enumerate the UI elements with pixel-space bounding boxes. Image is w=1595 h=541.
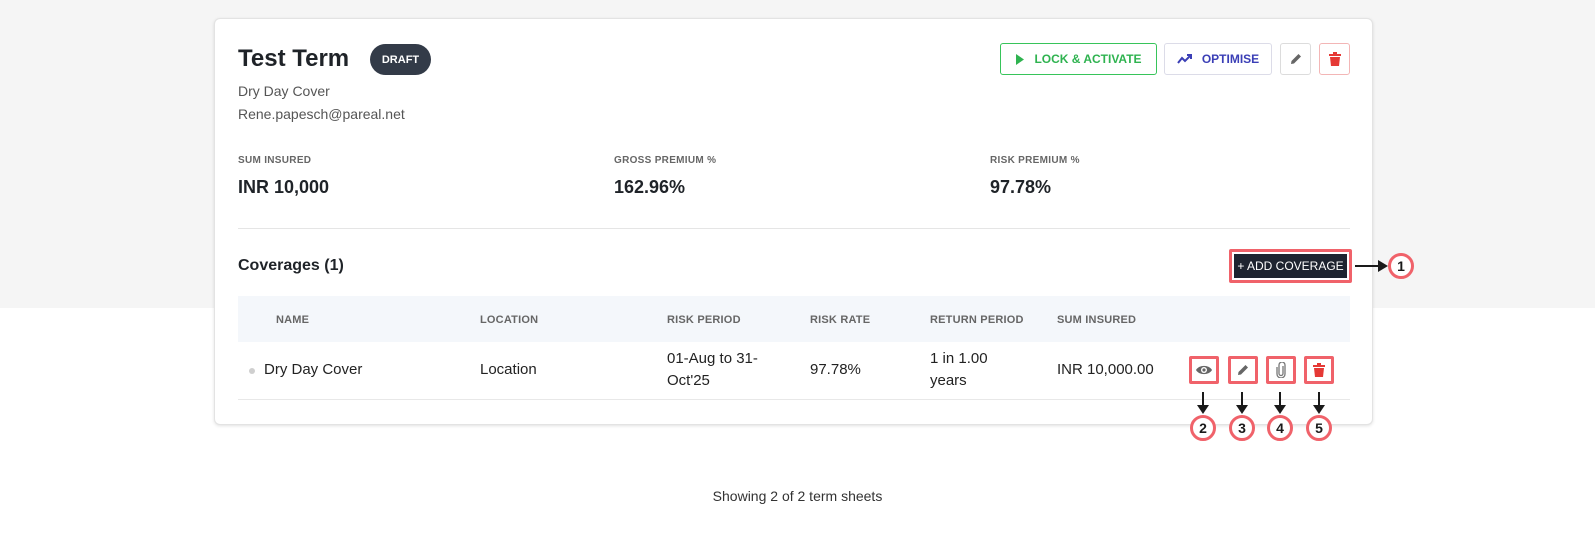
row-name: Dry Day Cover: [264, 361, 363, 378]
callout-arrow-5: [1318, 392, 1320, 410]
column-return-period: RETURN PERIOD: [930, 314, 1024, 326]
row-risk-period: 01-Aug to 31-Oct'25: [667, 350, 758, 389]
pagination-summary: Showing 2 of 2 term sheets: [712, 488, 883, 504]
gross-premium-label: GROSS PREMIUM %: [614, 155, 717, 166]
add-coverage-button[interactable]: + ADD COVERAGE: [1229, 249, 1352, 283]
term-sheet-card: Test Term DRAFT Dry Day Cover Rene.papes…: [214, 18, 1373, 425]
sum-insured-label: SUM INSURED: [238, 155, 312, 166]
play-icon: [1016, 53, 1025, 65]
term-title: Test Term: [238, 45, 350, 72]
gross-premium-value: 162.96%: [614, 177, 686, 197]
trash-icon: [1313, 363, 1325, 377]
table-row: Dry Day Cover Location 01-Aug to 31-Oct'…: [238, 342, 1350, 400]
term-owner-email: Rene.papesch@pareal.net: [238, 106, 405, 122]
callout-badge-1: 1: [1388, 253, 1414, 279]
row-risk-rate: 97.78%: [810, 361, 861, 378]
coverages-heading: Coverages (1): [238, 257, 344, 274]
delete-coverage-button[interactable]: [1304, 356, 1334, 384]
arrow-head-icon: [1313, 405, 1325, 414]
callout-arrow-4: [1279, 392, 1281, 410]
callout-arrow-2: [1202, 392, 1204, 410]
arrow-head-icon: [1197, 405, 1209, 414]
view-coverage-button[interactable]: [1189, 356, 1219, 384]
callout-badge-4: 4: [1267, 415, 1293, 441]
trash-icon: [1328, 52, 1341, 66]
pencil-icon: [1238, 365, 1248, 375]
row-return-period: 1 in 1.00 years: [930, 350, 988, 389]
section-divider: [238, 228, 1350, 229]
optimise-button[interactable]: OPTIMISE: [1164, 43, 1272, 75]
term-subtitle: Dry Day Cover: [238, 83, 330, 99]
row-sum-insured: INR 10,000.00: [1057, 361, 1154, 378]
callout-arrow-3: [1241, 392, 1243, 410]
callout-badge-3: 3: [1229, 415, 1255, 441]
row-bullet: [249, 368, 255, 374]
add-coverage-label: + ADD COVERAGE: [1234, 254, 1347, 278]
row-location: Location: [480, 361, 537, 378]
column-risk-period: RISK PERIOD: [667, 314, 741, 326]
edit-term-button[interactable]: [1280, 43, 1311, 75]
edit-coverage-button[interactable]: [1228, 356, 1258, 384]
lock-activate-label: LOCK & ACTIVATE: [1034, 52, 1142, 66]
paperclip-icon: [1276, 362, 1286, 378]
column-risk-rate: RISK RATE: [810, 314, 871, 326]
eye-icon: [1196, 365, 1212, 375]
column-sum-insured: SUM INSURED: [1057, 314, 1137, 326]
risk-premium-value: 97.78%: [990, 177, 1052, 197]
status-badge: DRAFT: [370, 44, 431, 75]
callout-badge-5: 5: [1306, 415, 1332, 441]
arrow-head-icon: [1378, 260, 1388, 272]
attach-file-button[interactable]: [1266, 356, 1296, 384]
sum-insured-value: INR 10,000: [238, 177, 330, 197]
arrow-head-icon: [1236, 405, 1248, 414]
lock-activate-button[interactable]: LOCK & ACTIVATE: [1000, 43, 1157, 75]
callout-badge-2: 2: [1190, 415, 1216, 441]
arrow-head-icon: [1274, 405, 1286, 414]
coverage-table-header: NAME LOCATION RISK PERIOD RISK RATE RETU…: [238, 296, 1350, 342]
column-location: LOCATION: [480, 314, 539, 326]
trend-icon: [1177, 54, 1192, 64]
optimise-label: OPTIMISE: [1201, 52, 1260, 66]
callout-arrow-1: [1355, 265, 1385, 267]
delete-term-button[interactable]: [1319, 43, 1350, 75]
risk-premium-label: RISK PREMIUM %: [990, 155, 1080, 166]
column-name: NAME: [276, 314, 310, 326]
pencil-icon: [1290, 54, 1301, 64]
